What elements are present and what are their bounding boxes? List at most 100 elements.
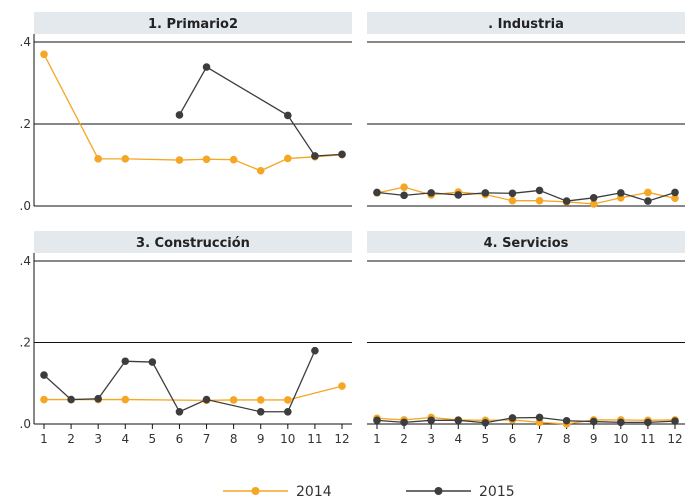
data-point-2014 — [121, 395, 130, 404]
panel-header — [367, 231, 685, 253]
x-tick-label: 7 — [536, 432, 544, 446]
data-point-2015 — [562, 416, 571, 425]
data-point-2015 — [400, 418, 408, 427]
data-point-2015 — [121, 357, 130, 366]
series-line-2015 — [376, 189, 676, 202]
data-point-2015 — [454, 191, 463, 199]
data-point-2015 — [256, 407, 265, 416]
data-point-2015 — [40, 371, 48, 379]
series-line-2014 — [44, 385, 343, 402]
legend-marker-2015 — [434, 487, 443, 495]
data-point-2015 — [589, 417, 598, 426]
x-tick-label: 10 — [613, 432, 628, 446]
data-point-2015 — [94, 394, 102, 403]
data-point-2014 — [256, 396, 265, 404]
data-point-2015 — [284, 407, 292, 416]
data-point-2015 — [644, 197, 652, 205]
legend-marker-2014 — [251, 487, 260, 495]
data-point-2015 — [427, 416, 435, 425]
data-point-2014 — [202, 155, 211, 164]
data-point-2014 — [175, 156, 184, 164]
data-point-2015 — [644, 418, 652, 427]
data-point-2014 — [400, 183, 408, 191]
x-tick-label: 4 — [121, 432, 129, 446]
series-line-2014 — [43, 54, 343, 172]
y-tick-label: .2 — [20, 336, 31, 350]
data-point-2015 — [67, 395, 75, 404]
x-tick-label: 7 — [203, 432, 211, 446]
data-point-2015 — [508, 189, 517, 198]
data-point-2015 — [175, 407, 184, 416]
y-tick-label: .2 — [20, 117, 31, 131]
data-point-2015 — [535, 186, 544, 195]
data-point-2015 — [311, 152, 319, 160]
x-tick-label: 11 — [307, 432, 322, 446]
data-point-2015 — [671, 188, 679, 197]
panel-header — [367, 12, 685, 34]
data-point-2014 — [256, 166, 265, 175]
y-tick-label: .4 — [20, 35, 31, 49]
data-point-2014 — [121, 155, 130, 163]
series-line-2015 — [178, 66, 343, 157]
x-tick-label: 5 — [482, 432, 490, 446]
data-point-2014 — [94, 155, 102, 163]
data-point-2015 — [202, 63, 211, 71]
panel-title: 3. Construcción — [136, 236, 250, 251]
data-point-2014 — [40, 395, 48, 404]
x-tick-label: 6 — [509, 432, 517, 446]
y-tick-label: .4 — [20, 254, 31, 268]
x-tick-label: 4 — [454, 432, 462, 446]
x-tick-label: 11 — [640, 432, 655, 446]
x-tick-label: 8 — [563, 432, 571, 446]
legend-label-2015: 2015 — [479, 484, 515, 500]
panel-title: . Industria — [488, 17, 564, 32]
data-point-2015 — [617, 418, 625, 427]
panel-title: 1. Primario2 — [148, 17, 238, 32]
data-point-2015 — [508, 414, 517, 422]
series-line-2015 — [43, 350, 316, 413]
data-point-2014 — [284, 396, 292, 404]
data-point-2015 — [311, 346, 319, 355]
x-tick-label: 8 — [230, 432, 238, 446]
y-tick-label: .0 — [20, 417, 31, 431]
data-point-2015 — [481, 418, 490, 427]
data-point-2015 — [338, 150, 346, 159]
x-tick-label: 6 — [176, 432, 184, 446]
x-tick-label: 3 — [94, 432, 102, 446]
panel-title: 4. Servicios — [484, 236, 569, 251]
x-tick-label: 10 — [280, 432, 295, 446]
data-point-2015 — [562, 197, 571, 205]
x-tick-label: 5 — [149, 432, 157, 446]
x-tick-label: 1 — [40, 432, 48, 446]
legend-label-2014: 2014 — [296, 484, 332, 500]
data-point-2015 — [454, 416, 463, 425]
data-point-2014 — [40, 50, 48, 59]
data-point-2015 — [400, 191, 408, 200]
x-tick-label: 9 — [257, 432, 265, 446]
panel-header — [34, 12, 352, 34]
data-point-2015 — [535, 413, 544, 422]
data-point-2015 — [373, 188, 381, 197]
data-point-2014 — [229, 155, 238, 164]
data-point-2014 — [229, 396, 238, 404]
data-point-2014 — [644, 188, 652, 197]
data-point-2014 — [284, 154, 292, 163]
data-point-2014 — [535, 196, 544, 205]
data-point-2015 — [589, 194, 598, 202]
x-tick-label: 2 — [67, 432, 75, 446]
x-tick-label: 12 — [334, 432, 349, 446]
y-tick-label: .0 — [20, 199, 31, 213]
data-point-2014 — [671, 194, 679, 203]
data-point-2015 — [202, 395, 211, 404]
data-point-2015 — [481, 189, 490, 197]
data-point-2015 — [148, 358, 157, 366]
data-point-2015 — [427, 189, 435, 197]
data-point-2014 — [589, 200, 598, 208]
panel-header — [34, 231, 352, 253]
x-tick-label: 12 — [667, 432, 682, 446]
x-tick-label: 3 — [427, 432, 435, 446]
x-tick-label: 2 — [400, 432, 408, 446]
data-point-2015 — [671, 417, 679, 425]
data-point-2014 — [338, 382, 346, 390]
